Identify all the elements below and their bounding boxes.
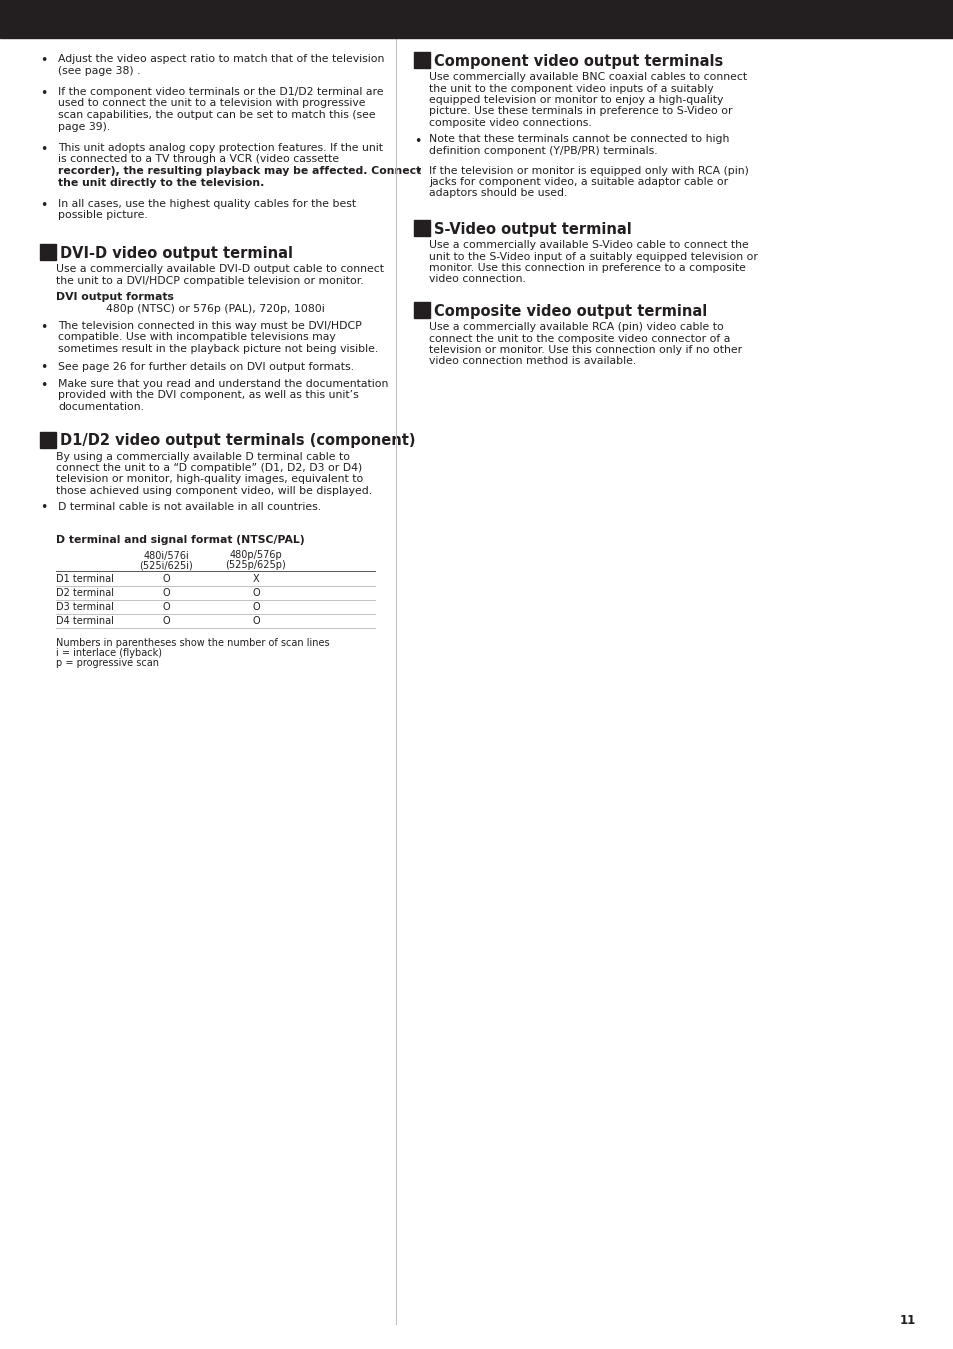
Text: D1/D2 video output terminals (component): D1/D2 video output terminals (component) xyxy=(60,433,416,448)
Text: television or monitor. Use this connection only if no other: television or monitor. Use this connecti… xyxy=(429,345,741,355)
Text: Component video output terminals: Component video output terminals xyxy=(434,54,722,69)
Text: O: O xyxy=(162,588,170,598)
Text: •: • xyxy=(40,502,48,514)
Text: possible picture.: possible picture. xyxy=(58,210,148,220)
Text: connect the unit to a “D compatible” (D1, D2, D3 or D4): connect the unit to a “D compatible” (D1… xyxy=(56,463,362,473)
Text: If the television or monitor is equipped only with RCA (pin): If the television or monitor is equipped… xyxy=(429,166,748,175)
Text: •: • xyxy=(414,166,421,178)
Text: recorder), the resulting playback may be affected. Connect: recorder), the resulting playback may be… xyxy=(58,166,421,175)
Text: Note that these terminals cannot be connected to high: Note that these terminals cannot be conn… xyxy=(429,135,729,144)
Text: sometimes result in the playback picture not being visible.: sometimes result in the playback picture… xyxy=(58,344,377,353)
Text: Use commercially available BNC coaxial cables to connect: Use commercially available BNC coaxial c… xyxy=(429,71,746,82)
Text: D: D xyxy=(417,223,426,233)
Text: DVI output formats: DVI output formats xyxy=(56,291,173,302)
Text: provided with the DVI component, as well as this unit’s: provided with the DVI component, as well… xyxy=(58,390,358,401)
Bar xyxy=(414,53,430,67)
Text: (525i/625i): (525i/625i) xyxy=(139,560,193,571)
Bar xyxy=(0,0,953,38)
Bar xyxy=(40,244,56,260)
Text: A: A xyxy=(44,247,52,258)
Text: those achieved using component video, will be displayed.: those achieved using component video, wi… xyxy=(56,486,372,496)
Text: •: • xyxy=(40,143,48,156)
Text: See page 26 for further details on DVI output formats.: See page 26 for further details on DVI o… xyxy=(58,362,354,371)
Text: 480p (NTSC) or 576p (PAL), 720p, 1080i: 480p (NTSC) or 576p (PAL), 720p, 1080i xyxy=(106,305,325,314)
Text: •: • xyxy=(40,86,48,100)
Text: •: • xyxy=(40,54,48,67)
Text: By using a commercially available D terminal cable to: By using a commercially available D term… xyxy=(56,452,350,461)
Text: (525p/625p): (525p/625p) xyxy=(226,560,286,571)
Text: This unit adopts analog copy protection features. If the unit: This unit adopts analog copy protection … xyxy=(58,143,382,152)
Text: equipped television or monitor to enjoy a high-quality: equipped television or monitor to enjoy … xyxy=(429,94,722,105)
Text: page 39).: page 39). xyxy=(58,121,111,131)
Text: monitor. Use this connection in preference to a composite: monitor. Use this connection in preferen… xyxy=(429,263,745,272)
Text: p = progressive scan: p = progressive scan xyxy=(56,657,159,668)
Text: adaptors should be used.: adaptors should be used. xyxy=(429,189,567,198)
Text: D4 terminal: D4 terminal xyxy=(56,615,113,626)
Text: definition component (Y/PB/PR) terminals.: definition component (Y/PB/PR) terminals… xyxy=(429,146,657,156)
Text: unit to the S-Video input of a suitably equipped television or: unit to the S-Video input of a suitably … xyxy=(429,251,757,262)
Text: If the component video terminals or the D1/D2 terminal are: If the component video terminals or the … xyxy=(58,86,383,97)
Text: is connected to a TV through a VCR (video cassette: is connected to a TV through a VCR (vide… xyxy=(58,155,338,165)
Text: Numbers in parentheses show the number of scan lines: Numbers in parentheses show the number o… xyxy=(56,638,330,648)
Text: jacks for component video, a suitable adaptor cable or: jacks for component video, a suitable ad… xyxy=(429,177,727,188)
Text: used to connect the unit to a television with progressive: used to connect the unit to a television… xyxy=(58,98,365,108)
Text: (see page 38) .: (see page 38) . xyxy=(58,66,140,76)
Text: the unit to a DVI/HDCP compatible television or monitor.: the unit to a DVI/HDCP compatible televi… xyxy=(56,275,363,286)
Text: the unit to the component video inputs of a suitably: the unit to the component video inputs o… xyxy=(429,84,713,93)
Text: Use a commercially available DVI-D output cable to connect: Use a commercially available DVI-D outpu… xyxy=(56,264,384,274)
Text: video connection.: video connection. xyxy=(429,274,525,285)
Text: In all cases, use the highest quality cables for the best: In all cases, use the highest quality ca… xyxy=(58,200,355,209)
Text: video connection method is available.: video connection method is available. xyxy=(429,356,636,367)
Text: •: • xyxy=(40,379,48,393)
Bar xyxy=(414,220,430,236)
Text: •: • xyxy=(40,321,48,335)
Text: The television connected in this way must be DVI/HDCP: The television connected in this way mus… xyxy=(58,321,361,331)
Text: D terminal and signal format (NTSC/PAL): D terminal and signal format (NTSC/PAL) xyxy=(56,536,304,545)
Text: O: O xyxy=(162,573,170,584)
Text: 480p/576p: 480p/576p xyxy=(230,550,282,560)
Text: O: O xyxy=(252,588,259,598)
Text: •: • xyxy=(40,362,48,375)
Text: O: O xyxy=(252,602,259,611)
Text: S-Video output terminal: S-Video output terminal xyxy=(434,223,631,237)
Text: D terminal cable is not available in all countries.: D terminal cable is not available in all… xyxy=(58,502,321,511)
Text: compatible. Use with incompatible televisions may: compatible. Use with incompatible televi… xyxy=(58,332,335,343)
Text: picture. Use these terminals in preference to S-Video or: picture. Use these terminals in preferen… xyxy=(429,107,732,116)
Text: •: • xyxy=(40,200,48,212)
Text: Adjust the video aspect ratio to match that of the television: Adjust the video aspect ratio to match t… xyxy=(58,54,384,63)
Text: scan capabilities, the output can be set to match this (see: scan capabilities, the output can be set… xyxy=(58,111,375,120)
Text: documentation.: documentation. xyxy=(58,402,144,411)
Text: Use a commercially available S-Video cable to connect the: Use a commercially available S-Video cab… xyxy=(429,240,748,250)
Text: DVI-D video output terminal: DVI-D video output terminal xyxy=(60,246,293,260)
Text: composite video connections.: composite video connections. xyxy=(429,117,591,128)
Text: D3 terminal: D3 terminal xyxy=(56,602,113,611)
Text: X: X xyxy=(253,573,259,584)
Text: D1 terminal: D1 terminal xyxy=(56,573,113,584)
Text: Use a commercially available RCA (pin) video cable to: Use a commercially available RCA (pin) v… xyxy=(429,322,723,332)
Text: E: E xyxy=(418,305,425,316)
Text: 11: 11 xyxy=(899,1314,915,1327)
Text: television or monitor, high-quality images, equivalent to: television or monitor, high-quality imag… xyxy=(56,475,363,484)
Text: O: O xyxy=(162,615,170,626)
Text: Make sure that you read and understand the documentation: Make sure that you read and understand t… xyxy=(58,379,388,389)
Text: Composite video output terminal: Composite video output terminal xyxy=(434,304,706,318)
Text: •: • xyxy=(414,135,421,147)
Text: i = interlace (flyback): i = interlace (flyback) xyxy=(56,648,162,657)
Text: C: C xyxy=(417,55,425,65)
Text: connect the unit to the composite video connector of a: connect the unit to the composite video … xyxy=(429,333,730,344)
Text: B: B xyxy=(44,434,52,445)
Bar xyxy=(40,432,56,448)
Text: D2 terminal: D2 terminal xyxy=(56,588,113,598)
Text: O: O xyxy=(162,602,170,611)
Bar xyxy=(414,302,430,318)
Text: the unit directly to the television.: the unit directly to the television. xyxy=(58,178,264,188)
Text: 480i/576i: 480i/576i xyxy=(143,550,189,560)
Text: O: O xyxy=(252,615,259,626)
